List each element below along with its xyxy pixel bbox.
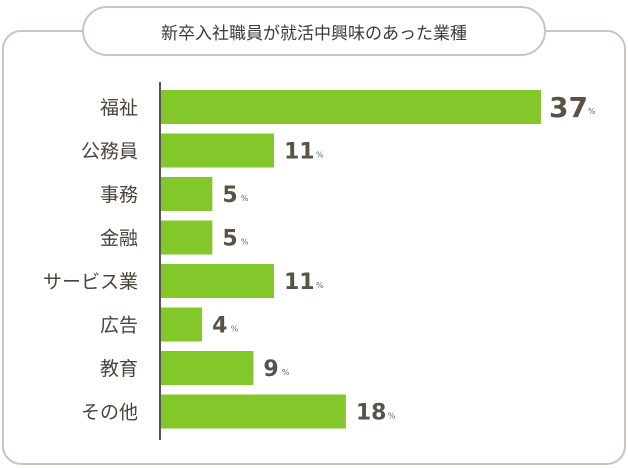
value-label-1: 11 (284, 140, 315, 165)
value-label-0: 37 (549, 91, 588, 124)
unit-label-2: % (241, 194, 249, 203)
bar-7 (161, 394, 346, 429)
category-label-3: 金融 (100, 228, 138, 250)
value-label-2: 5 (222, 183, 237, 208)
unit-label-5: % (231, 325, 239, 334)
bar-0 (161, 90, 541, 124)
category-label-5: 広告 (100, 315, 138, 337)
chart-title: 新卒入社職員が就活中興味のあった業種 (82, 6, 546, 56)
unit-label-0: % (588, 107, 596, 116)
chart-marks: 福祉 37 % 公務員 11 % 事務 5 % 金融 5 % サービス業 11 % 広告 4 % 教育 9 % その他 18… (43, 90, 596, 429)
bar-4 (161, 264, 274, 298)
bar-5 (161, 307, 203, 342)
category-label-4: サービス業 (43, 271, 138, 293)
value-label-7: 18 (356, 401, 387, 426)
category-label-6: 教育 (100, 358, 138, 380)
bar-3 (161, 220, 213, 255)
category-label-7: その他 (81, 402, 138, 424)
unit-label-4: % (316, 281, 324, 290)
value-label-6: 9 (263, 357, 278, 382)
value-label-3: 5 (222, 227, 237, 252)
value-label-5: 4 (212, 314, 227, 339)
category-label-0: 福祉 (100, 97, 138, 119)
unit-label-7: % (388, 412, 396, 421)
bar-1 (161, 133, 274, 168)
value-label-4: 11 (284, 270, 315, 295)
bar-2 (161, 177, 213, 211)
bar-6 (161, 351, 254, 385)
category-label-2: 事務 (100, 184, 138, 206)
unit-label-6: % (282, 368, 290, 377)
category-label-1: 公務員 (81, 141, 138, 163)
unit-label-3: % (241, 238, 249, 247)
unit-label-1: % (316, 151, 324, 160)
